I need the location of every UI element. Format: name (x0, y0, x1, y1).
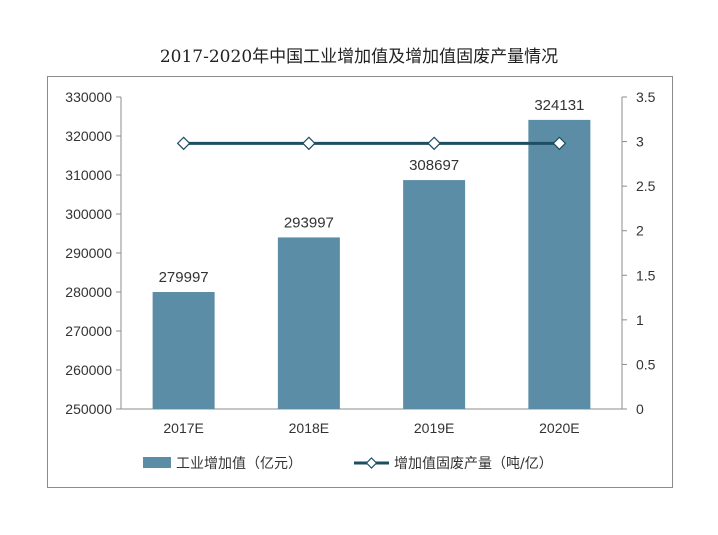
bar-3 (528, 119, 591, 409)
bar-data-label-1: 293997 (284, 214, 334, 231)
line-point-2 (427, 136, 441, 151)
left-tick-label-5: 300000 (65, 206, 112, 222)
left-tick-label-8: 330000 (65, 89, 112, 105)
bar-data-label-3: 324131 (534, 97, 584, 114)
left-tick-label-2: 270000 (65, 323, 112, 339)
x-tick-label-1: 2018E (289, 420, 329, 436)
bar-data-label-0: 279997 (159, 269, 209, 286)
right-tick-label-0: 0 (636, 401, 644, 417)
x-tick-label-3: 2020E (539, 420, 579, 436)
legend-line-marker (365, 457, 378, 469)
left-tick-label-3: 280000 (65, 284, 112, 300)
right-tick-label-3: 1.5 (636, 267, 656, 283)
line-point-0 (176, 136, 191, 151)
x-tick-label-2: 2019E (414, 420, 454, 436)
line-point-1 (302, 136, 316, 151)
legend-bar-swatch (143, 457, 171, 468)
right-tick-label-4: 2 (636, 223, 644, 239)
bar-data-label-2: 308697 (409, 157, 459, 174)
right-tick-label-1: 0.5 (636, 356, 656, 372)
bar-0 (152, 292, 215, 409)
left-tick-label-6: 310000 (65, 167, 112, 183)
left-tick-label-1: 260000 (65, 362, 112, 378)
right-tick-label-7: 3.5 (636, 89, 656, 105)
legend-bar-label: 工业增加值（亿元） (176, 456, 302, 472)
right-tick-label-5: 2.5 (636, 178, 656, 194)
bar-2 (403, 180, 466, 409)
left-tick-label-0: 250000 (65, 401, 112, 417)
chart-title: 2017-2020年中国工业增加值及增加值固废产量情况 (159, 47, 559, 67)
right-tick-label-6: 3 (636, 134, 644, 150)
left-tick-label-7: 320000 (65, 128, 112, 144)
line-point-3 (552, 136, 567, 151)
left-tick-label-4: 290000 (65, 245, 112, 261)
bar-1 (277, 237, 340, 409)
x-tick-label-0: 2017E (163, 420, 203, 436)
legend-line-label: 增加值固废产量（吨/亿） (394, 456, 553, 472)
right-tick-label-2: 1 (636, 312, 644, 328)
